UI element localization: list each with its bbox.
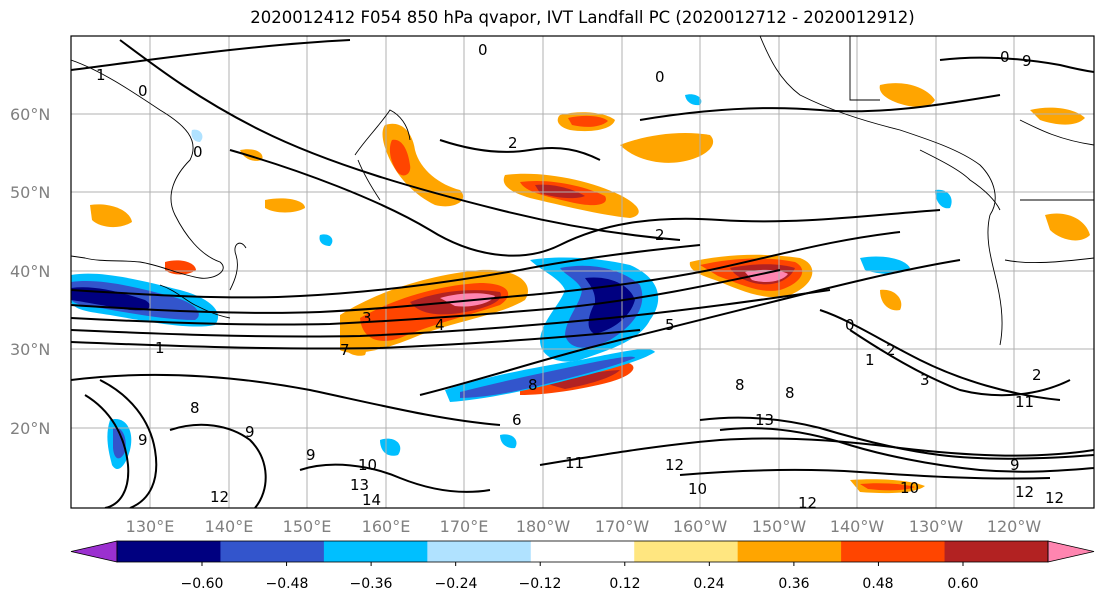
colorbar-tick-label: −0.48 (266, 576, 309, 592)
contour-label: 2 (886, 341, 896, 359)
colorbar-frame (116, 540, 1049, 563)
contour-label: 9 (306, 446, 316, 464)
contour-label: 0 (845, 316, 855, 334)
contour-label: 8 (735, 376, 745, 394)
lon-label: 170°W (595, 517, 650, 536)
contour-label: 10 (900, 479, 919, 497)
contour-label: 9 (138, 431, 148, 449)
lon-label: 130°E (126, 517, 175, 536)
lon-label: 150°W (752, 517, 807, 536)
colorbar-extend-max (1047, 540, 1095, 563)
contour-label: 12 (798, 494, 817, 512)
colorbar-segment (530, 541, 635, 562)
contour-label: 7 (340, 341, 350, 359)
colorbar-extend-min (70, 540, 118, 563)
map-frame (70, 35, 1095, 509)
lat-label: 30°N (10, 340, 50, 359)
colorbar-segment (117, 541, 221, 562)
colorbar-segment (220, 541, 325, 562)
contour-label: 6 (512, 411, 522, 429)
colorbar-tick-label: 0.12 (609, 576, 640, 592)
colorbar-tick-label: −0.12 (519, 576, 562, 592)
colorbar-segment (427, 541, 532, 562)
colorbar-tick-label: −0.60 (181, 576, 224, 592)
contour-label: 0 (193, 143, 203, 161)
contour-label: 0 (138, 82, 148, 100)
lon-label: 140°W (830, 517, 885, 536)
contour-label: 11 (565, 454, 584, 472)
coastlines (71, 36, 1094, 346)
contour-label: 5 (665, 316, 675, 334)
map-title: 2020012412 F054 850 hPa qvapor, IVT Land… (250, 8, 915, 27)
colorbar-segment (944, 541, 1049, 562)
colorbar-segment (634, 541, 739, 562)
colorbar-segment (737, 541, 842, 562)
contour-label: 1 (96, 66, 106, 84)
lat-label: 20°N (10, 419, 50, 438)
contour-label: 10 (688, 480, 707, 498)
colorbar-segment (841, 541, 946, 562)
lon-label: 150°E (283, 517, 332, 536)
contour-label: 2 (1032, 366, 1042, 384)
colorbar-tick-label: 0.48 (862, 576, 893, 592)
lon-label: 170°E (440, 517, 489, 536)
contour-label: 0 (655, 68, 665, 86)
contour-label: 9 (1010, 456, 1020, 474)
contour-lines (71, 39, 1094, 508)
contour-label: 13 (350, 476, 369, 494)
colorbar-tick-label: 0.24 (693, 576, 724, 592)
contour-label: 12 (1045, 489, 1064, 507)
contour-label: 8 (528, 376, 538, 394)
contour-label: 1 (155, 339, 165, 357)
latitude-labels: 60°N 50°N 40°N 30°N 20°N (10, 105, 50, 438)
contour-label: 13 (755, 411, 774, 429)
contour-label: 12 (665, 456, 684, 474)
lon-label: 160°E (362, 517, 411, 536)
contour-label: 2 (508, 134, 518, 152)
contour-label: 11 (1015, 393, 1034, 411)
contour-label: 0 (1000, 48, 1010, 66)
lon-label: 180°W (516, 517, 571, 536)
contour-label: 9 (245, 423, 255, 441)
contour-label: 3 (920, 371, 930, 389)
colorbar-tick-labels: −0.60 −0.48 −0.36 −0.24 −0.12 0.12 0.24 … (181, 576, 979, 592)
contour-label: 9 (1022, 52, 1032, 70)
contour-label: 3 (362, 309, 372, 327)
contour-label: 10 (358, 456, 377, 474)
longitude-labels: 130°E 140°E 150°E 160°E 170°E 180°W 170°… (126, 517, 1042, 536)
contour-label: 12 (1015, 483, 1034, 501)
contour-label: 1 (865, 351, 875, 369)
colorbar-tick-label: −0.36 (350, 576, 393, 592)
contour-label: 4 (435, 316, 445, 334)
lon-label: 160°W (673, 517, 728, 536)
contour-label: 12 (210, 488, 229, 506)
colorbar-tick-label: −0.24 (435, 576, 478, 592)
lat-label: 60°N (10, 105, 50, 124)
contour-label: 8 (190, 399, 200, 417)
contour-label: 14 (362, 491, 381, 509)
lon-label: 140°E (205, 517, 254, 536)
contour-label: 0 (478, 41, 488, 59)
lat-label: 50°N (10, 183, 50, 202)
contour-label: 2 (655, 226, 665, 244)
contour-label-group: 0 1 0 0 2 2 3 4 5 7 0 1 2 3 2 1 8 6 9 9 … (96, 41, 1064, 512)
lat-label: 40°N (10, 262, 50, 281)
colorbar-segment (323, 541, 428, 562)
colorbar (70, 540, 1095, 566)
colorbar-tick-label: 0.60 (947, 576, 978, 592)
lon-label: 120°W (987, 517, 1042, 536)
lon-label: 130°W (909, 517, 964, 536)
contour-label: 8 (785, 384, 795, 402)
map-content: 0 1 0 0 2 2 3 4 5 7 0 1 2 3 2 1 8 6 9 9 … (71, 36, 1094, 512)
colorbar-tick-label: 0.36 (778, 576, 809, 592)
